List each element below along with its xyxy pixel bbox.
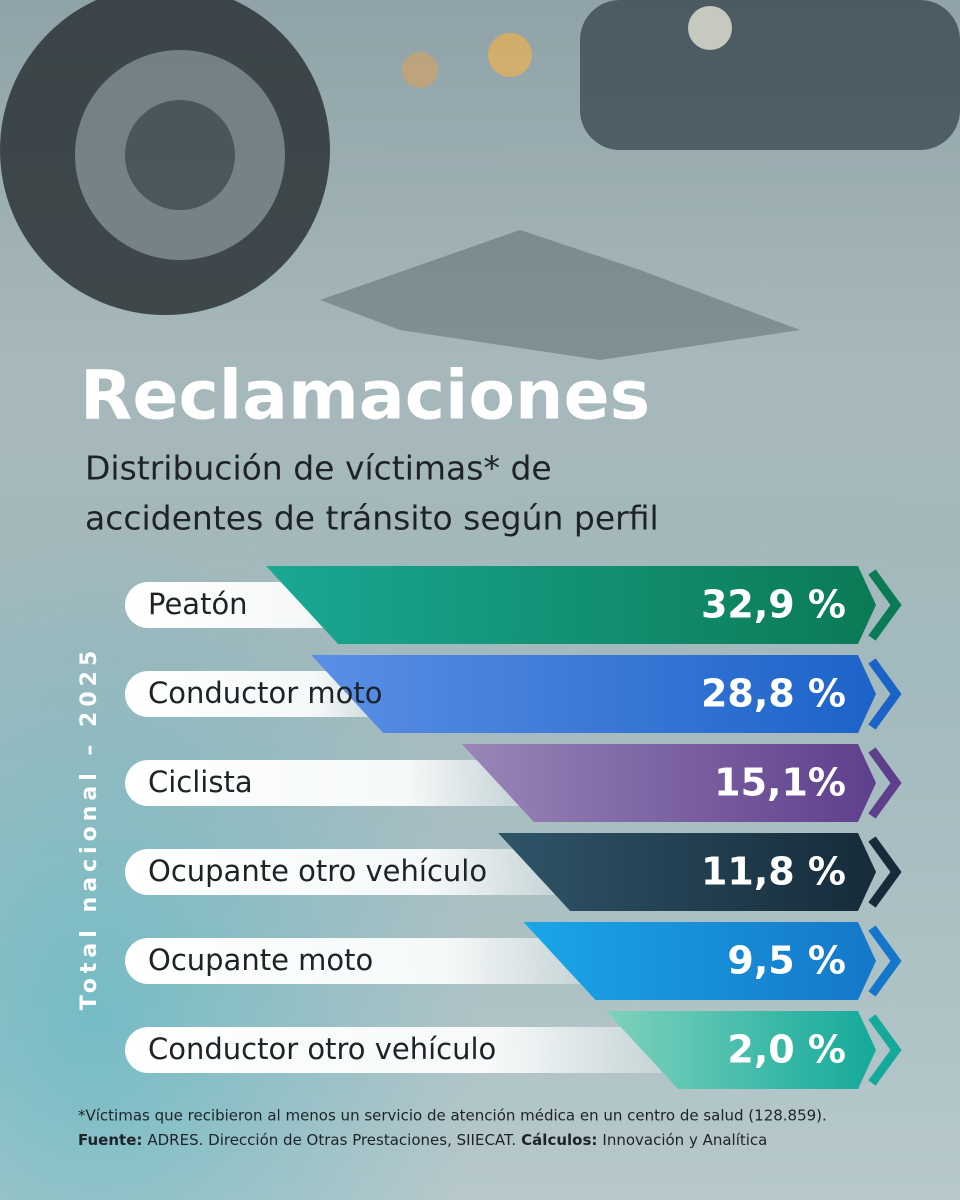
- bar: [606, 1011, 876, 1089]
- footnote: *Víctimas que recibieron al menos un ser…: [78, 1107, 827, 1125]
- category-label: Peatón: [148, 587, 248, 621]
- side-label: Total nacional – 2025: [77, 646, 102, 1011]
- photo-scene: [0, 0, 960, 360]
- category-label: Conductor otro vehículo: [148, 1032, 496, 1066]
- bar: [266, 566, 877, 644]
- chevron: [868, 836, 902, 908]
- bar: [461, 744, 876, 822]
- subtitle: Distribución de víctimas* de: [85, 449, 552, 488]
- source: ADRES. Dirección de Otras Prestaciones, …: [147, 1131, 516, 1149]
- bars: Peatón 32,9 % Conductor moto 28,8 % Ciclista…: [125, 566, 902, 1089]
- calc-label: Cálculos:: [521, 1131, 597, 1149]
- chevron: [868, 1014, 902, 1086]
- category-label: Conductor moto: [148, 676, 382, 710]
- source-line: Fuente: ADRES. Dirección de Otras Prestac…: [78, 1131, 767, 1149]
- chevron: [868, 747, 902, 819]
- category-label: Ocupante otro vehículo: [148, 854, 487, 888]
- title: Reclamaciones: [80, 357, 650, 436]
- chevron: [868, 569, 902, 641]
- value-label: 32,9 %: [701, 583, 846, 627]
- chevron: [868, 658, 902, 730]
- category-label: Ciclista: [148, 765, 253, 799]
- subtitle: accidentes de tránsito según perfil: [85, 499, 659, 538]
- label-pill: [125, 938, 656, 984]
- label-pill: [125, 1027, 738, 1073]
- bar: [311, 655, 876, 733]
- value-label: 15,1%: [714, 761, 846, 805]
- chevron: [868, 925, 902, 997]
- value-label: 11,8 %: [701, 850, 846, 894]
- value-label: 28,8 %: [701, 672, 846, 716]
- calc: Innovación y Analítica: [602, 1131, 767, 1149]
- bar: [498, 833, 876, 911]
- value-label: 2,0 %: [727, 1028, 846, 1072]
- label-pill: [125, 849, 631, 895]
- label-pill: [125, 760, 594, 806]
- source-label: Fuente:: [78, 1131, 142, 1149]
- value-label: 9,5 %: [727, 939, 846, 983]
- category-label: Ocupante moto: [148, 943, 373, 977]
- bar: [523, 922, 876, 1000]
